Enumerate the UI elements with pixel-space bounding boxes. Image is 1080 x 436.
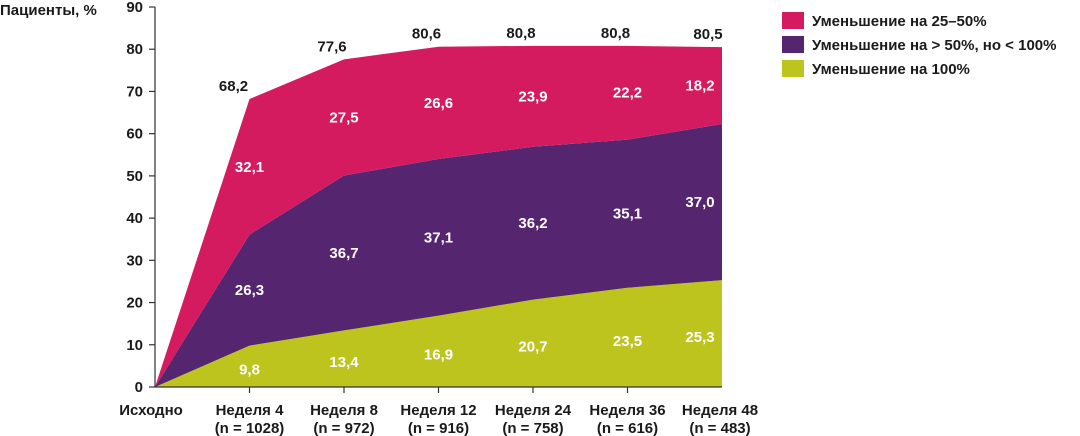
segment-value-label: 35,1: [613, 206, 642, 223]
legend-swatch: [782, 60, 804, 77]
segment-value-label: 18,2: [685, 78, 714, 95]
y-tick-label: 20: [126, 295, 143, 312]
area-layer: [155, 45, 722, 387]
total-value-label: 80,5: [693, 26, 722, 43]
series-1-area: [155, 280, 722, 387]
segment-value-label: 25,3: [685, 329, 714, 346]
total-value-label: 80,8: [506, 25, 535, 42]
x-category-label: Неделя 36: [589, 402, 665, 419]
label-layer: 9,8 13,4 16,9 20,7 23,5 25,3 26,3 36,7 37,1 36,2 3…: [219, 25, 723, 379]
segment-value-label: 23,5: [613, 333, 642, 350]
x-category-count: (n = 1028): [215, 420, 285, 436]
x-category-label: Неделя 8: [310, 402, 378, 419]
segment-value-label: 26,3: [235, 282, 264, 299]
series-2-area: [155, 123, 722, 387]
legend-swatch: [782, 36, 804, 53]
legend-label: Уменьшение на > 50%, но < 100%: [812, 37, 1056, 54]
segment-value-label: 13,4: [329, 354, 359, 371]
x-category-label: Неделя 24: [495, 402, 572, 419]
y-tick-label: 10: [126, 337, 143, 354]
segment-value-label: 9,8: [239, 362, 260, 379]
segment-value-label: 22,2: [613, 85, 642, 102]
segment-value-label: 36,2: [518, 215, 547, 232]
y-tick-label: 40: [126, 210, 143, 227]
y-tick-label: 90: [126, 0, 143, 16]
y-tick-label: 50: [126, 168, 143, 185]
total-value-label: 80,8: [601, 25, 630, 42]
axes-layer: 0 10 20 30 40 50 60 70 80 90 Исходно Неделя 4(n = 1…: [119, 0, 758, 436]
total-value-label: 80,6: [412, 26, 441, 43]
legend-label: Уменьшение на 100%: [812, 61, 970, 78]
y-axis-title: Пациенты, %: [0, 2, 97, 19]
segment-value-label: 37,1: [424, 229, 453, 246]
legend-swatch: [782, 12, 804, 29]
x-category-count: (n = 483): [689, 420, 750, 436]
y-tick-label: 60: [126, 126, 143, 143]
segment-value-label: 16,9: [424, 347, 453, 364]
x-category-count: (n = 758): [502, 420, 563, 436]
segment-value-label: 37,0: [685, 194, 714, 211]
segment-value-label: 23,9: [518, 88, 547, 105]
y-tick-label: 80: [126, 41, 143, 58]
segment-value-label: 32,1: [235, 159, 264, 176]
x-category-label: Неделя 48: [682, 402, 758, 419]
x-category-count: (n = 616): [597, 420, 658, 436]
y-tick-label: 30: [126, 252, 143, 269]
total-value-label: 68,2: [219, 78, 248, 95]
segment-value-label: 27,5: [329, 109, 358, 126]
segment-value-label: 20,7: [518, 339, 547, 356]
legend-label: Уменьшение на 25–50%: [812, 13, 987, 30]
total-value-label: 77,6: [317, 38, 346, 55]
legend: Уменьшение на 25–50% Уменьшение на > 50%,…: [782, 12, 1056, 78]
series-3-area: [155, 45, 722, 387]
x-category-label: Исходно: [119, 402, 183, 419]
segment-value-label: 26,6: [424, 95, 453, 112]
x-category-count: (n = 972): [313, 420, 374, 436]
x-category-count: (n = 916): [408, 420, 469, 436]
segment-value-label: 36,7: [329, 245, 358, 262]
y-tick-label: 0: [135, 379, 143, 396]
y-tick-label: 70: [126, 83, 143, 100]
x-category-label: Неделя 12: [400, 402, 476, 419]
x-category-label: Неделя 4: [216, 402, 284, 419]
